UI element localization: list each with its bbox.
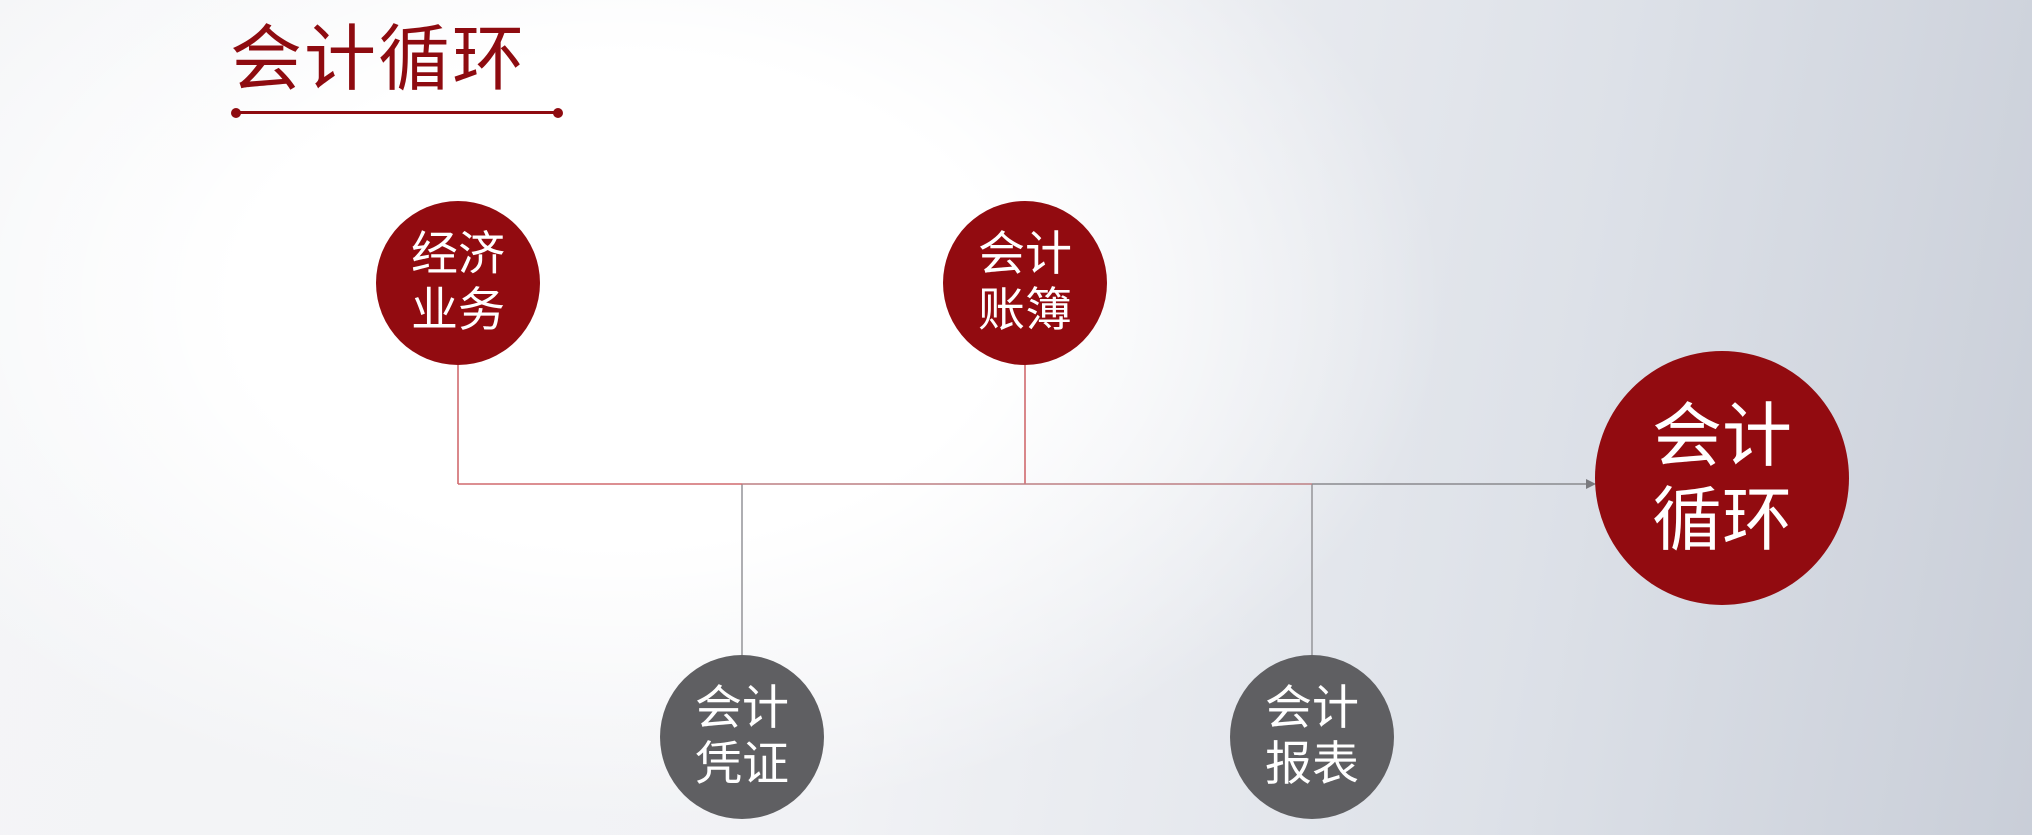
node-reports-line1: 会计: [1265, 681, 1359, 736]
node-reports-line2: 报表: [1265, 737, 1359, 792]
node-vouchers: 会计 凭证: [660, 655, 824, 819]
node-accounting-cycle-line1: 会计: [1652, 395, 1792, 477]
node-vouchers-line1: 会计: [695, 681, 789, 736]
node-accounting-cycle: 会计 循环: [1595, 351, 1849, 605]
node-economic-business-line2: 业务: [411, 283, 505, 338]
node-reports: 会计 报表: [1230, 655, 1394, 819]
page-title: 会计循环: [230, 17, 527, 101]
node-account-books-line2: 账簿: [978, 283, 1072, 338]
underline-right-dot: [553, 107, 563, 118]
underline-left-dot: [231, 107, 241, 118]
node-vouchers-line2: 凭证: [695, 737, 789, 792]
node-accounting-cycle-line2: 循环: [1652, 479, 1792, 561]
node-account-books: 会计 账簿: [943, 201, 1107, 365]
node-account-books-line1: 会计: [978, 227, 1072, 282]
node-economic-business-line1: 经济: [411, 227, 505, 282]
node-economic-business: 经济 业务: [376, 201, 540, 365]
title-underline: [231, 107, 563, 118]
